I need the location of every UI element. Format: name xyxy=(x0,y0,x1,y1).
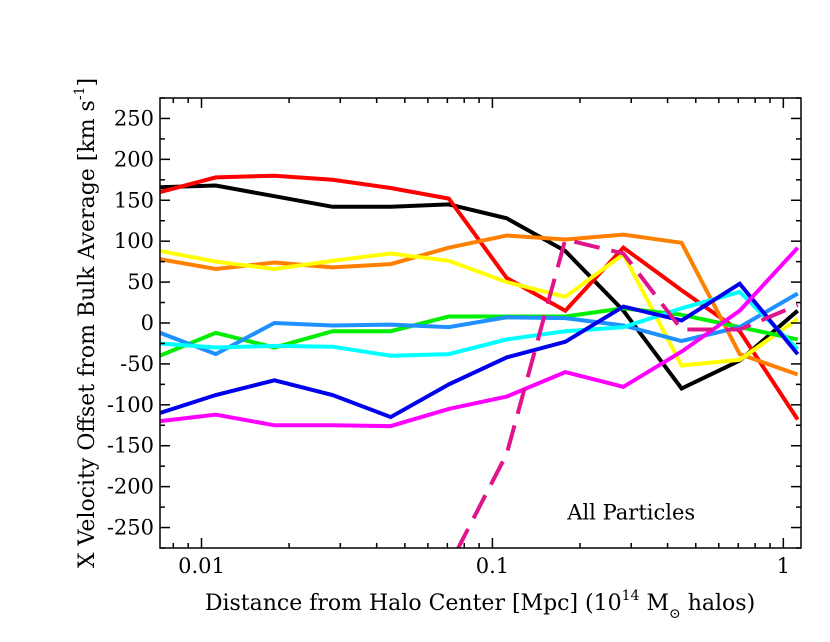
series-line-1 xyxy=(160,183,800,392)
ticks-layer xyxy=(160,97,801,549)
series-line-10 xyxy=(455,237,799,548)
y-tick-label: -150 xyxy=(107,434,154,458)
y-tick-label: 100 xyxy=(114,229,154,253)
y-tick-label: -250 xyxy=(107,516,154,540)
y-tick-label: 250 xyxy=(114,106,154,130)
y-axis-title: X Velocity Offset from Bulk Average [km … xyxy=(72,78,100,568)
y-tick-label: 200 xyxy=(114,147,154,171)
series-line-7 xyxy=(160,289,800,358)
series-layer xyxy=(160,173,800,548)
series-line-6 xyxy=(160,291,799,357)
y-tick-label: -200 xyxy=(107,475,154,499)
y-tick-label: -50 xyxy=(120,352,154,376)
y-tick-label: 150 xyxy=(114,188,154,212)
series-line-2 xyxy=(160,173,800,421)
y-tick-label: 50 xyxy=(127,270,154,294)
series-line-4 xyxy=(160,249,799,368)
x-tick-label: 0.1 xyxy=(476,554,509,578)
x-tick-label: 1 xyxy=(777,554,790,578)
x-tick-label: 0.01 xyxy=(178,554,225,578)
series-line-3 xyxy=(160,232,799,377)
y-tick-label: 0 xyxy=(141,311,154,335)
series-line-9 xyxy=(160,246,800,429)
annotation-label: All Particles xyxy=(566,500,695,524)
x-axis-title: Distance from Halo Center [Mpc] (1014 M⊙… xyxy=(205,588,755,622)
labels-layer: -250 -200 -150 -100 -50 0 50 100 150 200 250 0.01 0.… xyxy=(107,106,790,578)
series-line-8 xyxy=(160,281,800,420)
y-tick-label: -100 xyxy=(107,393,154,417)
